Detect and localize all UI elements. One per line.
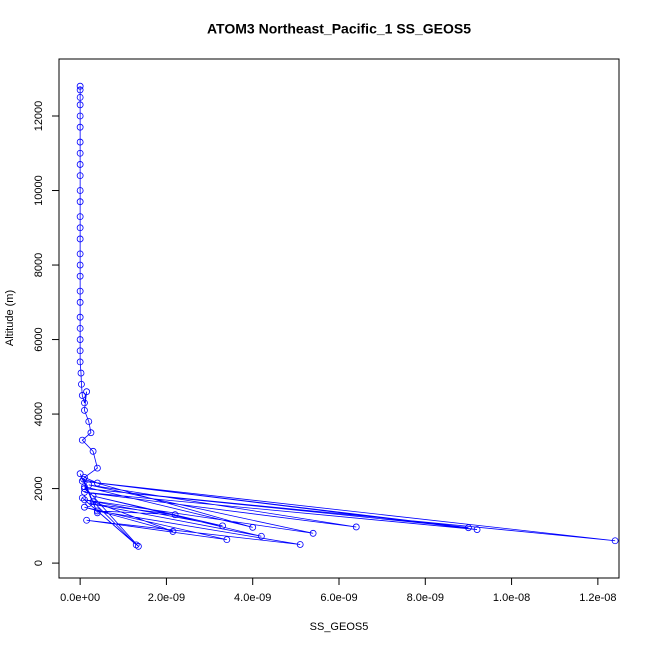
data-point — [78, 494, 86, 502]
data-point — [93, 479, 101, 487]
data-point — [81, 503, 88, 511]
data-point — [219, 522, 226, 530]
data-point — [81, 496, 88, 504]
data-point — [76, 149, 84, 157]
x-axis-label: SS_GEOS5 — [310, 621, 369, 633]
y-tick-label: 12000 — [33, 101, 45, 132]
y-tick-label: 2000 — [33, 476, 45, 500]
data-point — [169, 528, 177, 535]
data-point — [78, 380, 85, 388]
data-point — [76, 313, 84, 321]
data-point — [352, 523, 360, 531]
data-point — [76, 82, 84, 90]
data-point — [249, 523, 257, 531]
data-point — [473, 526, 481, 533]
data-point — [465, 524, 472, 532]
data-point — [81, 406, 88, 414]
data-point — [89, 498, 97, 506]
data-point — [78, 436, 86, 444]
data-point — [93, 464, 101, 472]
data-point — [81, 485, 88, 492]
data-point — [132, 541, 140, 549]
data-point — [76, 187, 84, 194]
data-point — [76, 123, 84, 131]
data-point — [76, 86, 84, 94]
data-point — [257, 532, 265, 540]
data-point — [76, 172, 84, 180]
data-point — [85, 418, 93, 425]
data-point — [76, 138, 84, 146]
data-point — [87, 429, 95, 437]
y-tick-label: 4000 — [33, 402, 45, 426]
y-tick-label: 10000 — [33, 175, 45, 206]
x-tick-label: 1.0e-08 — [493, 592, 530, 604]
data-point — [76, 213, 84, 221]
data-point — [76, 224, 84, 232]
data-point — [76, 358, 84, 366]
data-point — [134, 542, 142, 550]
data-point — [78, 392, 86, 399]
data-point — [81, 399, 88, 407]
data-point — [76, 287, 84, 295]
data-point — [76, 336, 84, 343]
data-point — [89, 492, 97, 500]
data-point — [80, 475, 87, 483]
data-point — [309, 529, 317, 537]
data-point — [83, 388, 91, 396]
data-point — [76, 101, 84, 109]
data-point — [76, 235, 84, 243]
y-tick-label: 6000 — [33, 327, 45, 351]
data-point — [77, 369, 85, 377]
data-point — [76, 250, 84, 258]
data-point — [93, 509, 101, 517]
y-axis-label: Altitude (m) — [4, 290, 16, 346]
data-point — [76, 198, 84, 206]
data-point — [76, 298, 84, 306]
data-point — [76, 272, 84, 280]
chart-title: ATOM3 Northeast_Pacific_1 SS_GEOS5 — [207, 21, 471, 37]
x-tick-label: 8.0e-09 — [407, 592, 444, 604]
data-point — [85, 500, 93, 507]
data-point — [76, 261, 84, 269]
x-tick-label: 6.0e-09 — [320, 592, 357, 604]
data-point — [76, 347, 84, 355]
data-point — [76, 161, 84, 168]
data-point — [89, 447, 97, 455]
x-tick-label: 0.0e+00 — [60, 592, 100, 604]
x-tick-label: 4.0e-09 — [234, 592, 271, 604]
data-point — [296, 541, 304, 548]
data-point — [81, 483, 88, 491]
data-point — [611, 537, 619, 545]
y-tick-label: 0 — [33, 560, 45, 566]
data-point — [85, 481, 93, 489]
data-point — [223, 536, 231, 544]
x-tick-label: 1.2e-08 — [579, 592, 616, 604]
data-point — [76, 112, 84, 120]
data-point — [76, 470, 84, 478]
x-tick-label: 2.0e-09 — [148, 592, 185, 604]
data-point — [76, 93, 84, 101]
data-point — [93, 507, 101, 515]
data-point — [76, 324, 84, 332]
data-point — [83, 516, 91, 524]
data-point — [171, 511, 179, 519]
y-tick-label: 8000 — [33, 253, 45, 277]
data-line — [79, 86, 616, 547]
